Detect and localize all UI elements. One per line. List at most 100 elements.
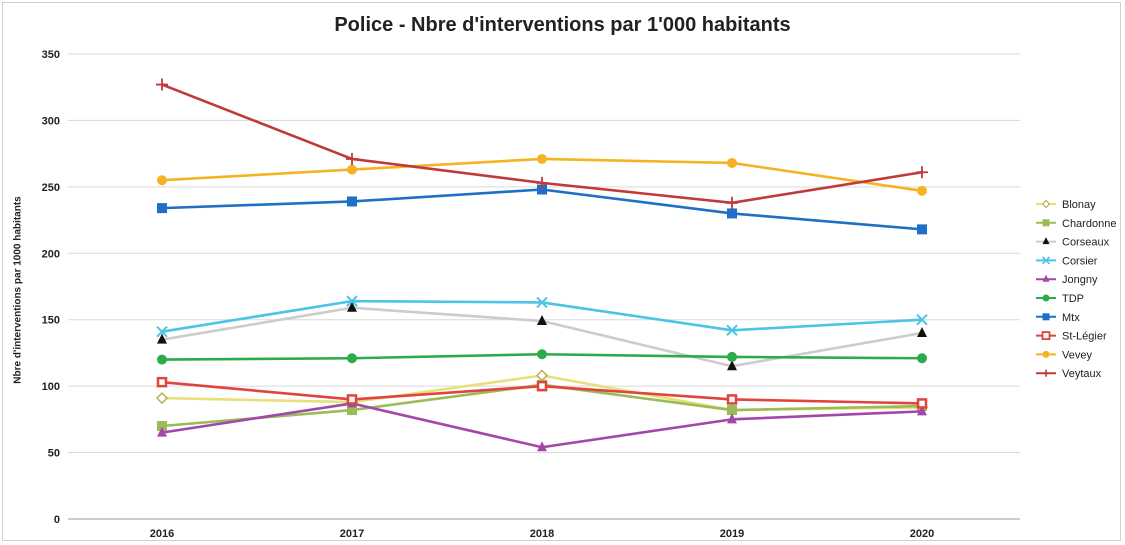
x-tick-label: 2017 — [340, 528, 364, 540]
legend-item-st-l-gier: St-Légier — [1036, 331, 1107, 343]
legend-marker-shape — [1041, 256, 1051, 265]
data-point-chardonne — [157, 421, 167, 431]
series-st-l-gier — [156, 376, 928, 409]
data-point-veytaux — [346, 152, 358, 165]
y-tick-label: 300 — [42, 115, 60, 127]
legend-marker-shape — [1042, 219, 1050, 227]
legend-marker — [1042, 350, 1050, 358]
data-point-mtx — [727, 208, 737, 219]
y-tick-label: 100 — [42, 381, 60, 393]
legend-label: Corsier — [1062, 255, 1098, 267]
legend-label: Blonay — [1062, 199, 1096, 211]
legend-marker-shape — [1042, 369, 1050, 377]
legend-item-vevey: Vevey — [1036, 349, 1092, 361]
legend-item-veytaux: Veytaux — [1036, 368, 1102, 380]
data-point-corseaux — [347, 301, 357, 312]
data-point-corseaux — [537, 315, 547, 326]
data-point-blonay — [535, 369, 549, 382]
legend-label: Mtx — [1062, 312, 1080, 324]
legend-label: Vevey — [1062, 349, 1092, 361]
legend-label: Veytaux — [1062, 368, 1102, 380]
y-tick-label: 150 — [42, 315, 60, 327]
x-tick-label: 2018 — [530, 528, 554, 540]
legend-marker — [1041, 199, 1051, 209]
series-tdp — [157, 349, 927, 365]
data-point-chardonne — [347, 405, 357, 416]
series-mtx — [157, 184, 927, 235]
legend-item-tdp: TDP — [1036, 293, 1084, 305]
data-point-corseaux — [917, 327, 927, 337]
series-line-mtx — [161, 188, 923, 231]
legend-marker — [1042, 294, 1050, 302]
data-point-vevey — [537, 153, 547, 164]
series-jongny — [157, 397, 927, 452]
data-point-tdp — [347, 353, 357, 364]
data-point-st-l-gier — [726, 394, 738, 405]
legend-marker-shape — [1041, 199, 1051, 209]
data-point-tdp — [537, 349, 547, 360]
y-tick-label: 350 — [42, 49, 60, 61]
x-tick-label: 2019 — [720, 528, 744, 540]
data-point-st-l-gier — [346, 394, 358, 405]
legend-marker-shape — [1042, 294, 1050, 302]
data-point-mtx — [347, 196, 357, 207]
data-point-vevey — [347, 164, 357, 175]
y-tick-label: 50 — [48, 448, 60, 460]
data-point-veytaux — [156, 78, 168, 91]
data-point-corsier — [916, 314, 928, 326]
legend-marker — [1042, 369, 1050, 377]
data-point-corseaux — [157, 333, 167, 344]
legend-item-corseaux: Corseaux — [1036, 237, 1110, 249]
data-point-corseaux — [727, 360, 737, 371]
y-tick-label: 0 — [54, 514, 60, 526]
legend-item-corsier: Corsier — [1036, 255, 1098, 267]
legend-marker — [1041, 331, 1051, 341]
data-point-corsier — [156, 325, 168, 338]
series-veytaux — [156, 78, 928, 209]
legend-item-chardonne: Chardonne — [1036, 218, 1116, 230]
data-point-veytaux — [916, 166, 928, 179]
data-point-corsier — [536, 296, 548, 309]
data-point-jongny — [157, 426, 167, 437]
data-point-st-l-gier — [156, 376, 168, 388]
data-point-veytaux — [726, 196, 738, 209]
legend-marker-shape — [1042, 237, 1050, 245]
data-point-st-l-gier — [916, 398, 928, 409]
legend-marker — [1042, 274, 1050, 282]
legend-marker — [1042, 237, 1050, 245]
legend-marker-shape — [1041, 331, 1051, 341]
legend-marker-shape — [1042, 274, 1050, 282]
data-point-jongny — [727, 413, 737, 424]
legend-item-jongny: Jongny — [1036, 274, 1098, 286]
series-corsier — [156, 295, 928, 338]
data-point-mtx — [917, 224, 927, 235]
y-tick-label: 200 — [42, 248, 60, 260]
data-point-vevey — [917, 185, 927, 196]
x-tick-label: 2020 — [910, 528, 934, 540]
legend-label: St-Légier — [1062, 331, 1107, 343]
data-point-corsier — [726, 324, 738, 337]
legend-marker — [1041, 256, 1051, 265]
data-point-blonay — [155, 392, 169, 405]
legend-label: TDP — [1062, 293, 1084, 305]
legend-marker — [1042, 313, 1050, 321]
data-point-mtx — [157, 203, 167, 214]
legend-item-mtx: Mtx — [1036, 312, 1080, 324]
legend: Blonay Chardonne Corseaux Corsier Jongny TDP M… — [1036, 199, 1116, 380]
chart-title: Police - Nbre d'interventions par 1'000 … — [334, 14, 791, 36]
legend-marker — [1042, 219, 1050, 227]
y-tick-label: 250 — [42, 182, 60, 194]
data-point-corsier — [346, 295, 358, 307]
legend-marker-shape — [1042, 350, 1050, 358]
series-corseaux — [157, 301, 927, 371]
data-point-st-l-gier — [536, 380, 548, 392]
data-point-mtx — [537, 184, 547, 195]
legend-label: Chardonne — [1062, 218, 1116, 230]
data-point-tdp — [727, 351, 737, 362]
data-point-tdp — [157, 354, 167, 365]
data-point-vevey — [727, 157, 737, 168]
data-point-tdp — [917, 353, 927, 364]
